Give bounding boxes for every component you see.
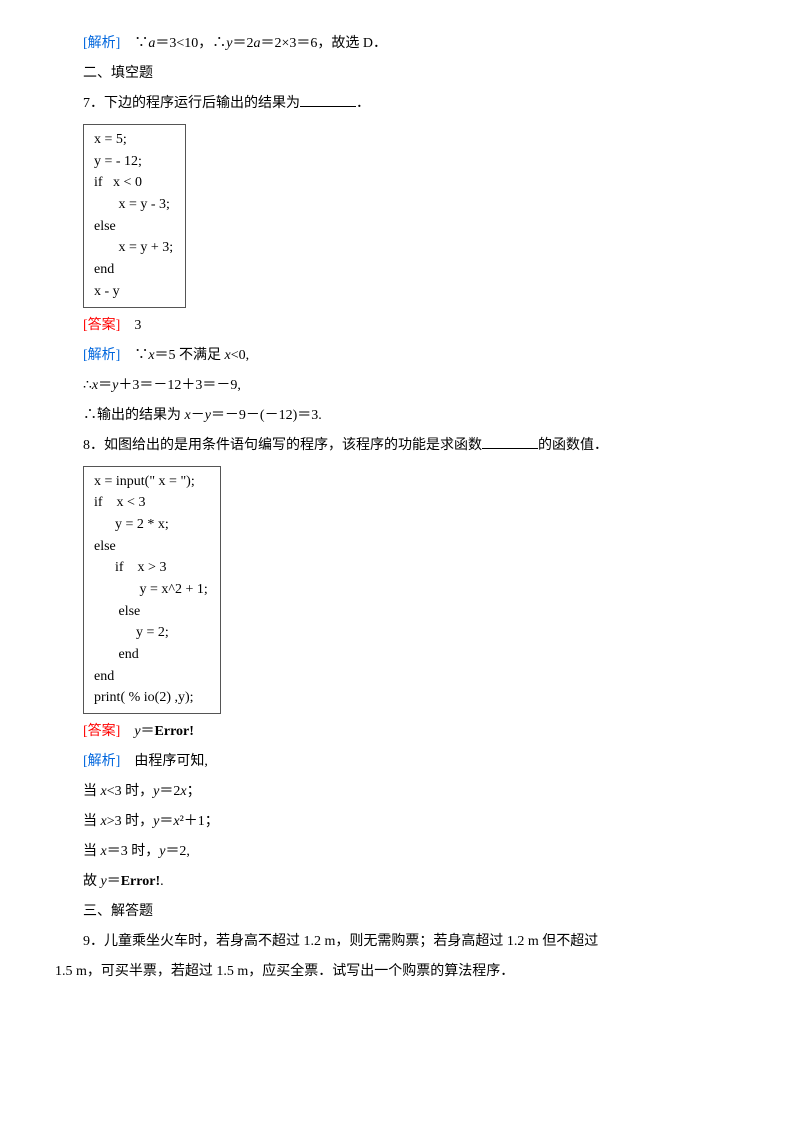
q8-text: 8．如图给出的是用条件语句编写的程序，该程序的功能是求函数 xyxy=(83,438,482,453)
t: ＋3＝－12＋3＝－9, xyxy=(118,378,241,393)
question-7: 7．下边的程序运行后输出的结果为 ． xyxy=(55,90,745,118)
analysis-2: [解析] ∵x＝5 不满足 x<0, xyxy=(55,342,745,370)
code-row: if x < 0 xyxy=(94,172,173,194)
answer-1: [答案] 3 xyxy=(55,312,745,340)
analysis-2b: ∴x＝y＋3＝－12＋3＝－9, xyxy=(55,372,745,400)
q7-text: 7．下边的程序运行后输出的结果为 xyxy=(83,96,300,111)
section-3-heading: 三、解答题 xyxy=(55,898,745,926)
analysis-3d: 故 y＝Error!. xyxy=(55,868,745,896)
code-row: y = x^2 + 1; xyxy=(94,579,208,601)
blank-2 xyxy=(482,435,538,449)
analysis-3b: 当 x>3 时，y＝x²＋1； xyxy=(55,808,745,836)
question-8: 8．如图给出的是用条件语句编写的程序，该程序的功能是求函数 的函数值． xyxy=(55,432,745,460)
analysis-3: [解析] 由程序可知, xyxy=(55,748,745,776)
error-text: Error! xyxy=(155,724,194,739)
code-row: if x < 3 xyxy=(94,492,208,514)
code-row: x = y + 3; xyxy=(94,237,173,259)
t: 故 xyxy=(83,874,101,889)
t xyxy=(120,724,134,739)
question-9-line2: 1.5 m，可买半票，若超过 1.5 m，应买全票．试写出一个购票的算法程序． xyxy=(55,958,745,986)
analysis-3a: 当 x<3 时，y＝2x； xyxy=(55,778,745,806)
t: ＝2 xyxy=(159,784,180,799)
answer-2: [答案] y＝Error! xyxy=(55,718,745,746)
analysis-label: [解析] xyxy=(83,754,120,769)
t: 当 xyxy=(83,844,101,859)
t: 3 xyxy=(120,318,141,333)
analysis-line-1: [解析] ∵a＝3<10，∴y＝2a＝2×3＝6，故选 D． xyxy=(55,30,745,58)
t: ＝2, xyxy=(165,844,190,859)
code-row: y = 2; xyxy=(94,622,208,644)
t: ＝5 不满足 xyxy=(155,348,225,363)
t: ＝3<10，∴ xyxy=(155,36,226,51)
code-box-1: x = 5; y = - 12; if x < 0 x = y - 3; els… xyxy=(83,124,186,308)
answer-label: [答案] xyxy=(83,318,120,333)
code-row: end xyxy=(94,666,208,688)
t: 当 xyxy=(83,784,101,799)
code-row: x = y - 3; xyxy=(94,194,173,216)
error-text: Error! xyxy=(121,874,160,889)
t: ． xyxy=(356,96,370,111)
t: ＝－9－(－12)＝3. xyxy=(211,408,322,423)
code-row: else xyxy=(94,601,208,623)
code-row: y = - 12; xyxy=(94,151,173,173)
t: － xyxy=(191,408,205,423)
t: 当 xyxy=(83,814,101,829)
t: ； xyxy=(187,784,201,799)
t: ＝ xyxy=(107,874,121,889)
question-9-line1: 9．儿童乘坐火车时，若身高不超过 1.2 m，则无需购票；若身高超过 1.2 m… xyxy=(55,928,745,956)
code-row: x = input(" x = "); xyxy=(94,471,208,493)
t: 由程序可知, xyxy=(120,754,208,769)
code-row: x = 5; xyxy=(94,129,173,151)
code-row: else xyxy=(94,216,173,238)
code-row: if x > 3 xyxy=(94,557,208,579)
t: ＝2×3＝6，故选 D． xyxy=(260,36,387,51)
t: ＝ xyxy=(98,378,112,393)
t: ∴ xyxy=(83,378,92,393)
code-row: else xyxy=(94,536,208,558)
code-row: x - y xyxy=(94,281,173,303)
t: ＝3 时， xyxy=(107,844,160,859)
code-row: end xyxy=(94,259,173,281)
analysis-3c: 当 x＝3 时，y＝2, xyxy=(55,838,745,866)
t: >3 时， xyxy=(107,814,153,829)
t: . xyxy=(160,874,164,889)
t: <0, xyxy=(231,348,249,363)
t: ＝ xyxy=(159,814,173,829)
section-2-heading: 二、填空题 xyxy=(55,60,745,88)
analysis-label: [解析] xyxy=(83,36,120,51)
analysis-label: [解析] xyxy=(83,348,120,363)
blank-1 xyxy=(300,93,356,107)
t: ∵ xyxy=(120,36,148,51)
t: ∵ xyxy=(120,348,148,363)
t: 的函数值． xyxy=(538,438,608,453)
t: ∴输出的结果为 xyxy=(83,408,185,423)
answer-label: [答案] xyxy=(83,724,120,739)
analysis-2c: ∴输出的结果为 x－y＝－9－(－12)＝3. xyxy=(55,402,745,430)
code-row: end xyxy=(94,644,208,666)
code-row: print( % io(2) ,y); xyxy=(94,687,208,709)
code-row: y = 2 * x; xyxy=(94,514,208,536)
t: <3 时， xyxy=(107,784,153,799)
code-box-2: x = input(" x = "); if x < 3 y = 2 * x; … xyxy=(83,466,221,715)
t: ²＋1； xyxy=(180,814,219,829)
t: ＝ xyxy=(141,724,155,739)
t: ＝2 xyxy=(232,36,253,51)
